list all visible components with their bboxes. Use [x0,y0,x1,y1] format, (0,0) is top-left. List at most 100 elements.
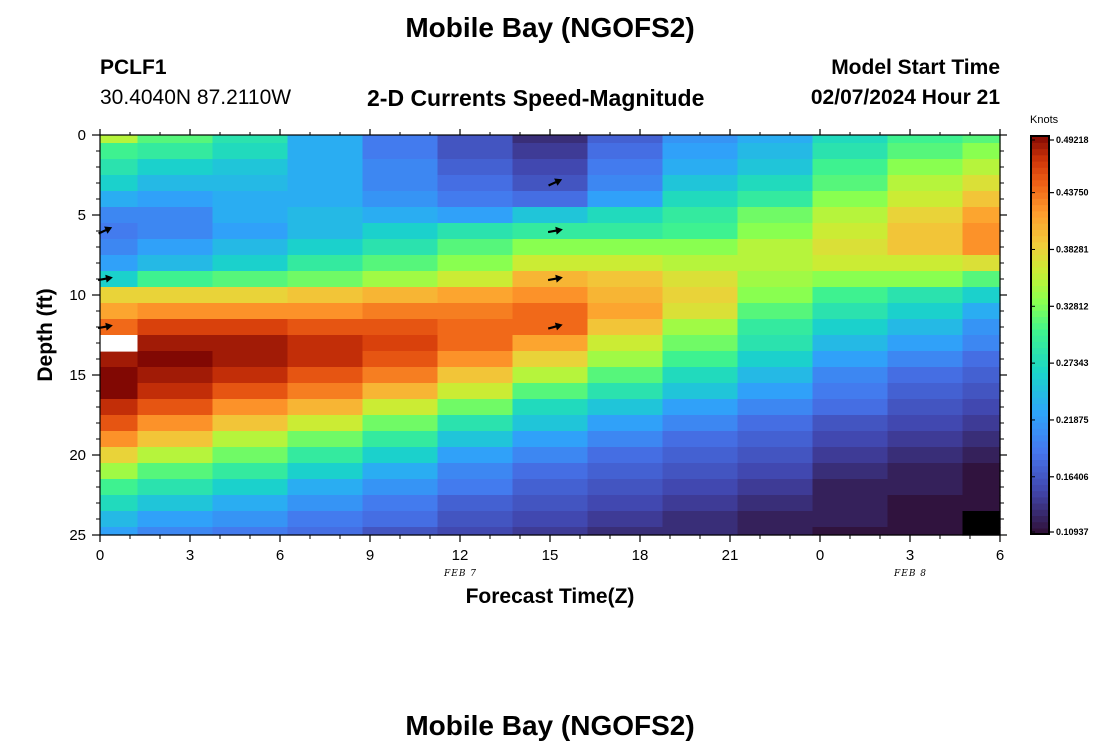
colorbar-segment [1031,496,1049,504]
heatmap-cell [587,303,664,320]
colorbar-tick-label: 0.32812 [1056,301,1089,311]
heatmap-cell [887,255,964,272]
heatmap-cell [212,271,289,288]
heatmap-cell [362,527,439,536]
heatmap-cell [437,399,514,416]
heatmap-cell [737,495,814,512]
heatmap-cell [137,135,214,144]
heatmap-cell [437,175,514,192]
heatmap-cell [137,399,214,416]
colorbar-segment [1031,136,1049,143]
heatmap-cell [512,463,589,480]
heatmap-cell [287,143,364,160]
y-tick-label: 15 [69,367,86,384]
heatmap-cell [212,303,289,320]
colorbar-segment [1031,322,1049,330]
heatmap-cell [887,303,964,320]
heatmap-cell [212,447,289,464]
heatmap-cell [962,287,1001,304]
heatmap-cell [137,239,214,256]
heatmap-cell [512,143,589,160]
colorbar-segment [1031,453,1049,461]
heatmap-cell [737,223,814,240]
colorbar-segment [1031,310,1049,318]
colorbar-segment [1031,216,1049,224]
heatmap-cell [887,239,964,256]
colorbar-segment [1031,434,1049,442]
colorbar-segment [1031,223,1049,230]
heatmap-cell [887,143,964,160]
heatmap-cell [362,287,439,304]
heatmap-cell [212,143,289,160]
x-tick-label: 0 [816,547,824,564]
heatmap-cell [212,287,289,304]
heatmap-cell [662,223,739,240]
heatmap-cell [887,319,964,336]
heatmap-cell [887,511,964,528]
heatmap-cell [662,143,739,160]
colorbar-segment [1031,490,1049,498]
heatmap-cell [662,495,739,512]
heatmap-cell [887,431,964,448]
heatmap-cell [737,271,814,288]
colorbar-tick-label: 0.27343 [1056,358,1089,368]
heatmap-cell [362,335,439,352]
heatmap-cell [737,175,814,192]
heatmap-cell [812,335,889,352]
heatmap-cell [737,367,814,384]
heatmap-cell [212,351,289,368]
heatmap-cell [212,175,289,192]
heatmap-cell [137,175,214,192]
colorbar-segment [1031,148,1049,156]
heatmap-cell [437,495,514,512]
heatmap-cell [662,255,739,272]
heatmap-cell [737,335,814,352]
heatmap-cell [287,255,364,272]
colorbar-segment [1031,254,1049,262]
colorbar-segment [1031,297,1049,305]
colorbar-segment [1031,465,1049,473]
heatmap-cell [587,447,664,464]
heatmap-cell [287,319,364,336]
heatmap-cell [100,383,139,400]
heatmap-cell [287,479,364,496]
heatmap-cell [962,207,1001,224]
heatmap-cell [437,223,514,240]
heatmap-cell [512,335,589,352]
heatmap-cell [437,463,514,480]
heatmap-cell [662,303,739,320]
heatmap-cell [662,479,739,496]
heatmap-cell [887,159,964,176]
colorbar-tick-label: 0.16406 [1056,472,1089,482]
heatmap-cell [812,383,889,400]
heatmap-cell [962,175,1001,192]
colorbar-segment [1031,191,1049,199]
heatmap-cell [437,143,514,160]
heatmap-cell [587,511,664,528]
heatmap-cell [662,319,739,336]
plot-subtitle: 2-D Currents Speed-Magnitude [367,85,705,111]
heatmap-cell [962,399,1001,416]
heatmap-cell [287,159,364,176]
heatmap-cell [287,447,364,464]
colorbar-segment [1031,316,1049,324]
colorbar-segment [1031,272,1049,280]
colorbar-segment [1031,471,1049,479]
date-label-feb7: FEB 7 [444,569,478,579]
colorbar-segment [1031,366,1049,374]
heatmap-cell [137,255,214,272]
heatmap-cell [100,431,139,448]
heatmap-cell [587,479,664,496]
heatmap-cell [137,431,214,448]
heatmap-cell [587,319,664,336]
heatmap-cell [362,255,439,272]
heatmap-cell [362,463,439,480]
heatmap-cell [287,367,364,384]
heatmap-cell [212,191,289,208]
heatmap-cell [512,207,589,224]
x-tick-label: 12 [452,547,469,564]
heatmap-cell [587,367,664,384]
model-start-value: 02/07/2024 Hour 21 [810,86,1000,109]
heatmap-cell [812,175,889,192]
heatmap-cell [662,135,739,144]
